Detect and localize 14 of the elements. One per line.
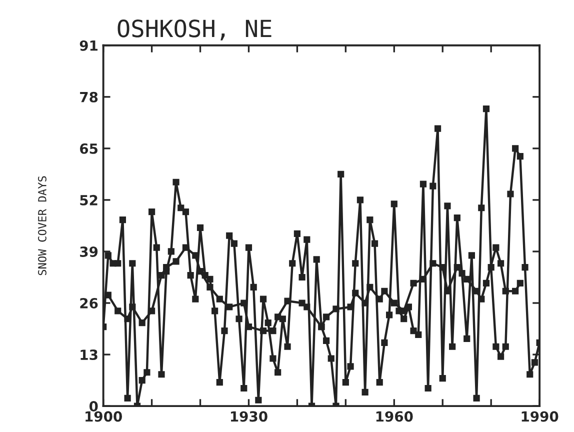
x-tick-label: 1900 [86,411,122,422]
y-tick-label: 91 [80,40,98,51]
y-tick-label: 52 [80,194,98,206]
y-tick-label: 26 [80,298,98,308]
x-tick-label: 1960 [376,411,413,422]
y-tick-label: 0 [89,401,98,412]
y-tick-label: 65 [80,143,98,154]
y-tick-label: 39 [80,246,98,257]
chart-title: OSHKOSH, NE [118,20,272,40]
x-tick-label: 1930 [230,411,268,422]
x-tick-label: 1990 [522,411,558,422]
y-axis-title: SNOW COVER DAYS [38,176,46,276]
y-tick-label: 78 [80,92,98,102]
y-tick-label: 13 [80,350,98,360]
